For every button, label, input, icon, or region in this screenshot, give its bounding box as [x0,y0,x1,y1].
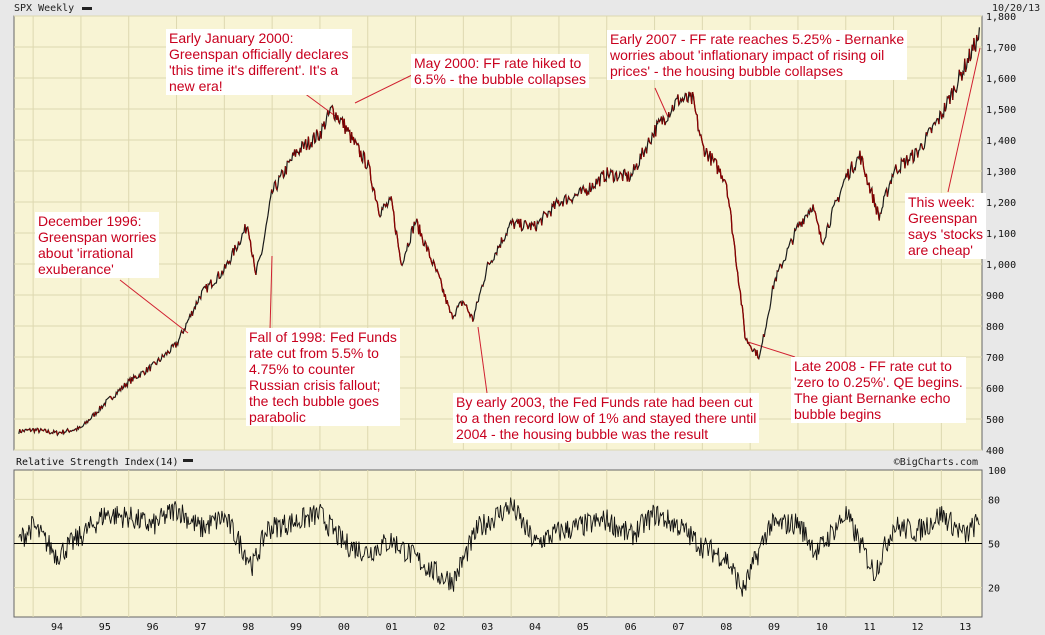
annotation-pointer [269,255,273,331]
x-tick-label: 97 [194,622,206,633]
price-tick-label: 1,300 [986,167,1016,178]
rsi-y-axis: 20 50 80 100 [988,466,1006,595]
x-axis: 94 95 96 97 98 99 00 01 02 03 04 05 06 07 08 09 10 11 12 13 [51,622,971,633]
price-tick-label: 900 [986,291,1004,302]
watermark: ©BigCharts.com [894,457,978,468]
price-tick-label: 700 [986,353,1004,364]
x-tick-label: 13 [959,622,971,633]
x-tick-label: 10 [816,622,828,633]
chart-date: 10/20/13 [992,3,1041,14]
annotation-pointer [119,279,189,334]
rsi-series-line [18,497,980,597]
price-tick-label: 500 [986,415,1004,426]
annotation-fall-1998: Fall of 1998: Fed Funds rate cut from 5.… [246,328,400,426]
x-tick-label: 07 [672,622,684,633]
price-tick-label: 1,000 [986,260,1016,271]
annotation-pointer [654,87,669,118]
price-y-axis: 400 500 600 700 800 900 1,000 1,100 1,200 1,300 1,… [986,12,1016,457]
x-tick-label: 05 [577,622,589,633]
x-tick-label: 02 [433,622,445,633]
x-tick-label: 04 [529,622,541,633]
rsi-tick-label: 80 [988,495,1000,506]
price-down-segments [19,34,979,436]
price-tick-label: 1,500 [986,105,1016,116]
price-tick-label: 1,800 [986,12,1016,23]
annotation-early-2003: By early 2003, the Fed Funds rate had be… [453,393,760,443]
price-tick-label: 1,200 [986,198,1016,209]
price-tick-label: 1,100 [986,229,1016,240]
x-tick-label: 01 [386,622,398,633]
rsi-tick-label: 50 [988,540,1000,551]
x-tick-label: 96 [147,622,159,633]
annotation-pointer [947,47,981,193]
annotation-pointer [747,341,796,358]
rsi-tick-label: 20 [988,584,1000,595]
price-tick-label: 400 [986,446,1004,457]
annotation-pointer [477,326,488,394]
dash-icon [183,459,193,462]
price-tick-label: 600 [986,384,1004,395]
rsi-panel-label: Relative Strength Index(14) [16,457,179,468]
price-tick-label: 1,700 [986,43,1016,54]
x-tick-label: 08 [720,622,732,633]
x-tick-label: 03 [481,622,493,633]
x-tick-label: 06 [625,622,637,633]
annotation-early-2007: Early 2007 - FF rate reaches 5.25% - Ber… [607,30,908,80]
dash-icon [82,6,93,10]
x-tick-label: 09 [768,622,780,633]
annotation-may-2000: May 2000: FF rate hiked to 6.5% - the bu… [411,54,589,88]
chart-symbol: SPX Weekly [14,3,93,14]
rsi-tick-label: 100 [988,466,1006,477]
annotation-jan-2000: Early January 2000: Greenspan officially… [166,29,352,95]
annotation-dec-1996: December 1996: Greenspan worries about '… [35,212,160,278]
price-tick-label: 800 [986,322,1004,333]
x-tick-label: 99 [290,622,302,633]
x-tick-label: 94 [51,622,63,633]
x-tick-label: 11 [864,622,876,633]
x-tick-label: 12 [911,622,923,633]
annotation-pointers [119,47,981,394]
annotation-this-week: This week: Greenspan says 'stocks are ch… [905,193,987,259]
x-tick-label: 00 [338,622,350,633]
annotation-pointer [354,74,413,104]
x-tick-label: 98 [242,622,254,633]
annotation-late-2008: Late 2008 - FF rate cut to 'zero to 0.25… [791,357,966,423]
price-tick-label: 1,600 [986,74,1016,85]
x-tick-label: 95 [99,622,111,633]
price-tick-label: 1,400 [986,136,1016,147]
